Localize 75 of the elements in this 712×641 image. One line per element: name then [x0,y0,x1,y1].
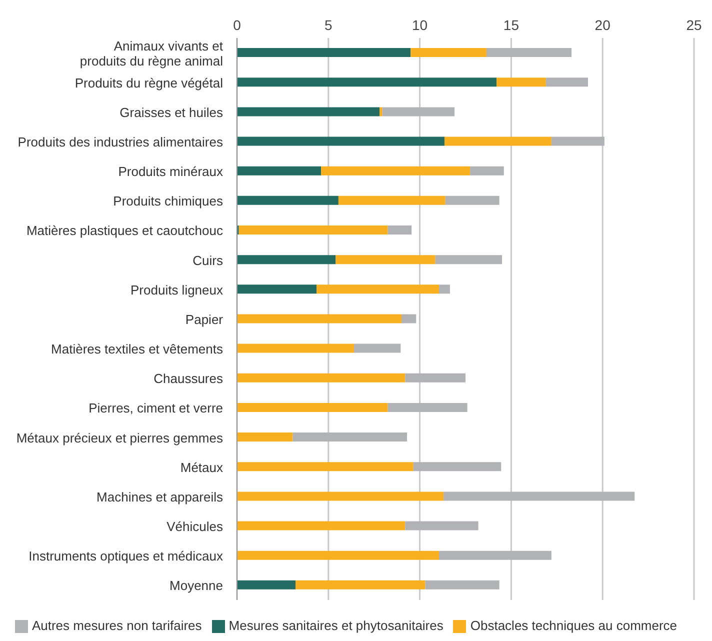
y-tick-label: Instruments optiques et médicaux [28,548,224,564]
x-tick-label: 10 [412,17,428,33]
y-tick-label: Matières plastiques et caoutchouc [26,222,224,238]
bar [295,580,426,590]
bar [551,136,604,146]
y-tick-label: Animaux vivants et produits du règne animal [80,38,224,68]
bar [237,492,444,501]
bar [444,492,635,501]
bar [546,78,588,87]
bar [237,432,293,442]
bar [405,373,466,382]
legend-label: Obstacles techniques au commerce [470,618,678,633]
bar [237,107,380,116]
y-tick-label: Métaux [180,459,224,474]
y-tick-label: Machines et appareils [96,488,224,504]
y-tick-label: Produits chimiques [113,193,224,208]
bar [292,432,408,442]
bar [237,550,439,560]
y-tick-label: Cuirs [192,252,224,268]
bar [237,344,354,353]
bar [444,136,552,146]
y-tick-label: Matières textiles et vêtements [51,341,224,356]
x-tick-label: 5 [324,17,332,33]
y-tick-label: Produits ligneux [130,282,224,297]
bar [336,255,436,264]
bar [237,402,388,412]
bar [425,580,500,590]
bar [338,196,446,205]
bar [237,166,322,176]
y-tick-label: Produits des industries alimentaires [18,134,224,150]
bar [237,255,336,264]
bar [496,78,546,87]
bar [237,462,414,472]
bar [354,344,401,353]
y-tick-label: Produits du règne végétal [74,74,224,90]
bar [237,196,338,205]
y-tick-label: Métaux précieux et pierres gemmes [16,430,224,445]
bar [410,48,487,58]
bar [405,521,478,530]
bar [445,196,500,205]
bar [402,314,416,324]
bar [438,550,552,560]
bar [237,284,317,294]
bar [380,107,382,116]
bar [438,284,450,294]
legend-label: Mesures sanitaires et phytosanitaires [228,618,444,633]
bar [238,226,388,235]
bar [237,314,402,324]
y-tick-label: Produits minéraux [118,164,224,179]
y-tick-label: Chaussures [154,370,224,386]
bar [237,78,497,87]
legend-label: Autres mesures non tarifaires [32,618,202,633]
bar [486,48,572,58]
bar [321,166,470,176]
bar [237,48,411,58]
bar [237,580,296,590]
bar [382,107,455,116]
bar [388,402,468,412]
bar [237,136,444,146]
x-tick-label: 25 [686,17,702,33]
x-tick-label: 20 [594,17,611,33]
bar [470,166,504,176]
y-tick-label: Moyenne [170,578,223,593]
y-tick-label: Graisses et huiles [120,104,224,120]
x-tick-label: 0 [233,17,242,33]
bar [388,226,412,235]
x-tick-label: 15 [503,17,520,33]
y-tick-label: Véhicules [166,518,224,534]
y-tick-label: Papier [185,311,224,326]
bar [237,521,406,530]
bar [316,284,439,294]
bar [237,373,406,382]
bar [435,255,502,264]
bar [413,462,502,472]
y-tick-label: Pierres, ciment et verre [88,400,223,416]
